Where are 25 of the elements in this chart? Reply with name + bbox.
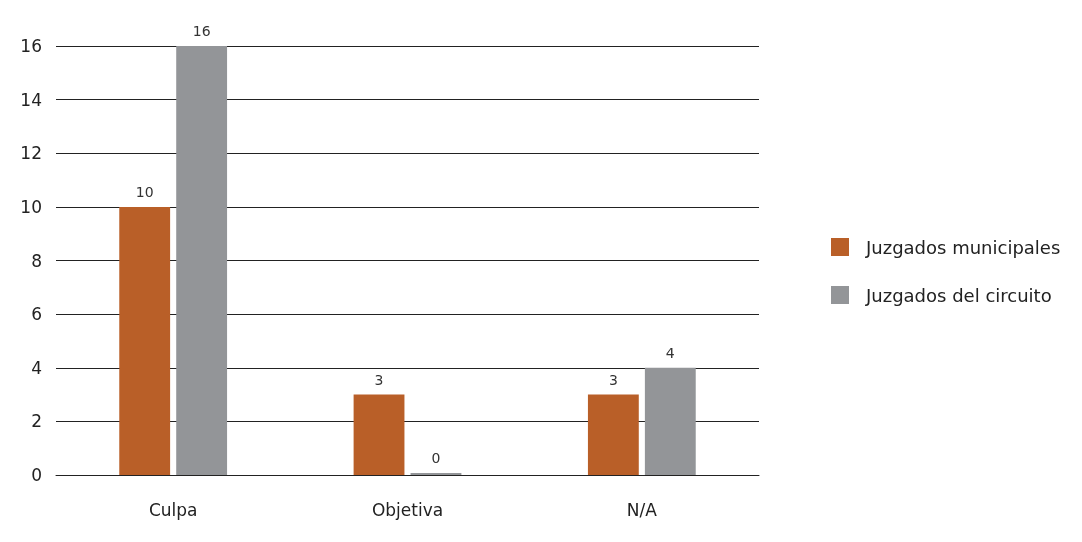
bar <box>119 206 171 475</box>
data-label: 4 <box>665 344 675 361</box>
x-tick-label: Objetiva <box>371 499 444 520</box>
data-label: 0 <box>431 450 441 466</box>
legend-label: Juzgados del circuito <box>865 284 1052 306</box>
legend-label: Juzgados municipales <box>865 236 1061 258</box>
x-tick-label: Culpa <box>148 499 198 520</box>
y-tick-label: 4 <box>31 357 42 378</box>
bar <box>587 394 639 475</box>
bar <box>176 46 228 475</box>
data-label: 3 <box>374 371 384 388</box>
y-tick-label: 8 <box>31 250 42 271</box>
y-tick-label: 10 <box>20 196 42 217</box>
data-label: 10 <box>135 183 154 200</box>
data-label: 16 <box>192 23 211 39</box>
x-tick-label: N/A <box>626 499 658 520</box>
y-tick-label: 0 <box>31 465 42 485</box>
y-tick-label: 2 <box>31 411 42 432</box>
y-tick-label: 14 <box>20 89 42 110</box>
y-tick-label: 6 <box>31 304 42 325</box>
y-tick-label: 12 <box>20 143 42 164</box>
bar <box>644 367 696 475</box>
bar <box>353 394 405 475</box>
y-tick-label: 16 <box>20 36 42 56</box>
data-label: 3 <box>608 371 618 388</box>
